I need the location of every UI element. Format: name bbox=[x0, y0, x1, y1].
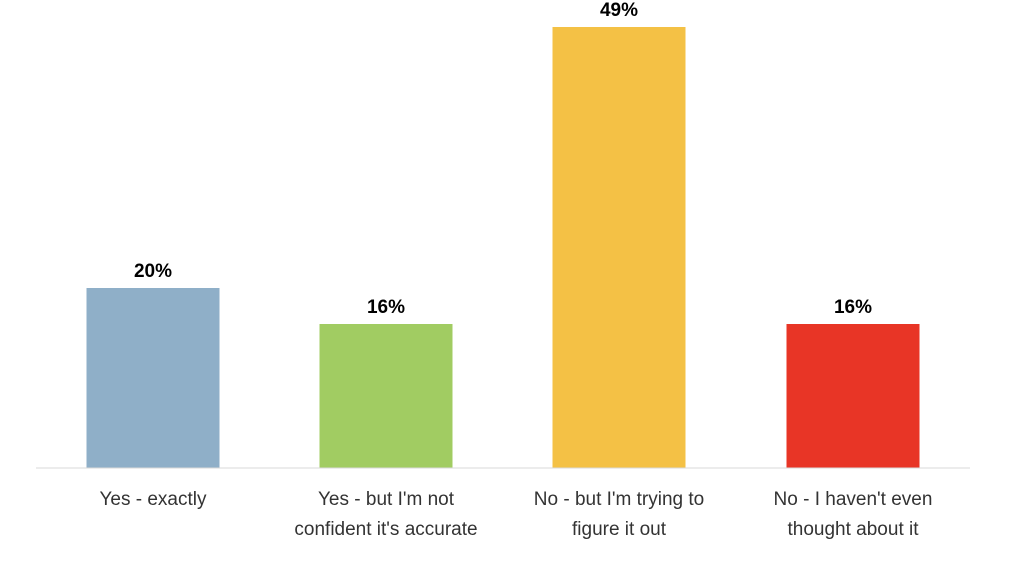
data-label-3: 16% bbox=[834, 297, 872, 318]
category-label-3-line-1: thought about it bbox=[788, 519, 920, 540]
data-label-2: 49% bbox=[600, 0, 638, 21]
category-label-2-line-0: No - but I'm trying to bbox=[534, 489, 704, 510]
category-label-1-line-0: Yes - but I'm not bbox=[318, 489, 455, 510]
data-label-0: 20% bbox=[134, 261, 172, 282]
data-label-1: 16% bbox=[367, 297, 405, 318]
category-label-2-line-1: figure it out bbox=[572, 519, 667, 540]
category-label-3-line-0: No - I haven't even bbox=[774, 489, 933, 510]
category-label-1-line-1: confident it's accurate bbox=[294, 519, 477, 540]
data-labels-group: 20% 16% 49% 16% bbox=[134, 0, 872, 318]
category-label-0-line-0: Yes - exactly bbox=[99, 489, 207, 510]
bar-2 bbox=[552, 27, 686, 468]
bars-group bbox=[86, 27, 920, 468]
bar-0 bbox=[86, 288, 220, 468]
category-labels-group: Yes - exactly Yes - but I'm not confident … bbox=[99, 489, 932, 540]
bar-3 bbox=[786, 324, 920, 468]
bar-1 bbox=[319, 324, 453, 468]
